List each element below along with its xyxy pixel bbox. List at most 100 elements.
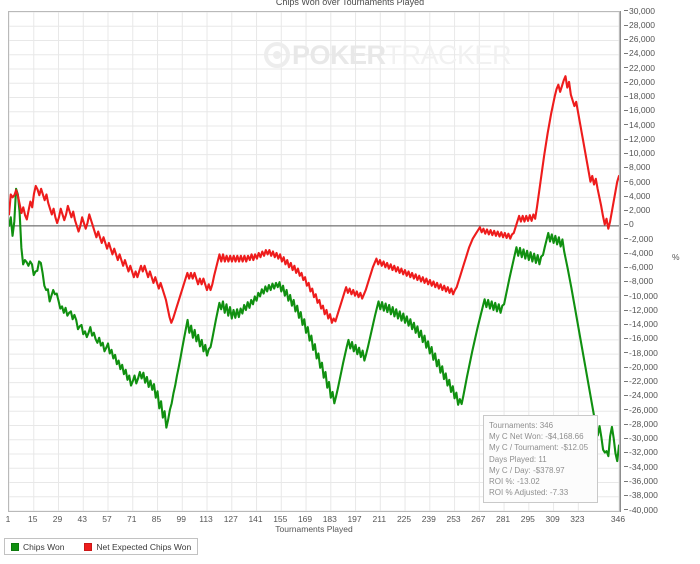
y-tick-label: 10,000 <box>629 148 655 159</box>
y-axis-tick: -4,000 <box>624 248 668 259</box>
y-tick-label: -40,000 <box>629 504 658 515</box>
y-tick-label: 0 <box>629 219 634 230</box>
y-tick-mark <box>624 124 628 126</box>
y-tick-label: 22,000 <box>629 62 655 73</box>
stat-line: ROI % Adjusted: -7.33 <box>489 488 569 498</box>
y-axis-tick: 14,000 <box>624 120 668 131</box>
y-tick-label: -20,000 <box>629 361 658 372</box>
y-tick-mark <box>624 423 628 425</box>
x-axis-tick-label: 183 <box>322 514 337 524</box>
y-axis-tick: -28,000 <box>624 419 668 430</box>
y-axis-tick: 0 <box>624 219 668 230</box>
x-axis-tick-label: 29 <box>52 514 63 524</box>
y-tick-label: -4,000 <box>629 247 654 258</box>
y-tick-mark <box>624 494 628 496</box>
y-tick-label: -26,000 <box>629 404 658 415</box>
y-tick-label: -22,000 <box>629 376 658 387</box>
y-axis-tick: 2,000 <box>624 205 668 216</box>
x-axis-tick-label: 155 <box>273 514 288 524</box>
x-axis-tick-label: 197 <box>347 514 362 524</box>
y-tick-label: -14,000 <box>629 319 658 330</box>
legend-swatch-icon <box>84 542 93 551</box>
y-tick-label: -8,000 <box>629 276 654 287</box>
y-axis-tick: 16,000 <box>624 105 668 116</box>
y-axis-tick: -12,000 <box>624 305 668 316</box>
y-tick-mark <box>624 81 628 83</box>
y-tick-mark <box>624 480 628 482</box>
x-axis-tick-label: 253 <box>446 514 461 524</box>
x-axis-tick-labels: 1 15 29 43 57 71 85 99 113 127 141 155 169 183 197 211 2… <box>0 513 700 525</box>
y-tick-mark <box>624 409 628 411</box>
y-axis-tick: -14,000 <box>624 319 668 330</box>
data-series-group <box>9 75 619 463</box>
y-tick-mark <box>624 195 628 197</box>
y-tick-label: 20,000 <box>629 76 655 87</box>
y-tick-label: -16,000 <box>629 333 658 344</box>
y-axis-tick: 24,000 <box>624 48 668 59</box>
y-tick-mark <box>624 466 628 468</box>
x-axis-tick-label: 113 <box>199 514 213 524</box>
y-axis-tick: -36,000 <box>624 476 668 487</box>
x-axis-tick-label: 309 <box>545 514 560 524</box>
y-tick-mark <box>624 452 628 454</box>
y-tick-label: 12,000 <box>629 133 655 144</box>
y-axis-title: % <box>672 252 680 262</box>
y-tick-label: -10,000 <box>629 290 658 301</box>
y-tick-label: 6,000 <box>629 176 651 187</box>
y-tick-label: -2,000 <box>629 233 654 244</box>
x-axis-tick-label: 239 <box>421 514 436 524</box>
y-tick-label: -6,000 <box>629 262 654 273</box>
y-tick-mark <box>624 380 628 382</box>
y-tick-label: -24,000 <box>629 390 658 401</box>
y-tick-label: 30,000 <box>629 5 655 16</box>
y-tick-label: -38,000 <box>629 490 658 501</box>
y-tick-mark <box>624 338 628 340</box>
x-axis-tick-label: 127 <box>223 514 238 524</box>
x-axis-tick-label: 99 <box>176 514 186 524</box>
y-axis-tick: 22,000 <box>624 63 668 74</box>
x-axis-tick-label: 295 <box>520 514 535 524</box>
y-tick-label: -36,000 <box>629 475 658 486</box>
y-axis-tick-labels: 30,000 28,000 26,000 24,000 22,000 20,000 18,0… <box>624 6 668 515</box>
legend-swatch-icon <box>11 542 19 551</box>
y-tick-label: -30,000 <box>629 433 658 444</box>
y-tick-mark <box>624 53 628 55</box>
y-tick-mark <box>624 95 628 97</box>
y-tick-mark <box>624 252 628 254</box>
y-axis-tick: -2,000 <box>624 234 668 245</box>
x-axis-tick-label: 267 <box>471 514 486 524</box>
y-axis-tick: 4,000 <box>624 191 668 202</box>
x-axis-tick-label: 57 <box>102 514 112 524</box>
x-axis-title: Tournaments Played <box>275 524 353 534</box>
y-tick-mark <box>624 238 628 240</box>
y-tick-label: 18,000 <box>629 91 655 102</box>
x-axis-tick-label: 1 <box>5 514 11 524</box>
x-axis-tick-label: 323 <box>570 514 585 524</box>
y-tick-label: -12,000 <box>629 304 658 315</box>
y-tick-label: 16,000 <box>629 105 655 116</box>
plot-svg <box>9 12 619 511</box>
y-axis-tick: -24,000 <box>624 390 668 401</box>
stat-line: My C / Day: -$378.97 <box>489 465 565 475</box>
y-axis-tick: -22,000 <box>624 376 668 387</box>
legend-item-2[interactable]: Net Expected Chips Won <box>84 542 191 552</box>
y-tick-mark <box>624 437 628 439</box>
stat-line: Tournaments: 346 <box>489 421 554 430</box>
chart-title: Chips Won over Tournaments Played <box>275 0 425 7</box>
y-tick-mark <box>624 24 628 26</box>
y-tick-mark <box>624 10 628 12</box>
y-axis-tick: -20,000 <box>624 362 668 373</box>
y-tick-label: 14,000 <box>629 119 655 130</box>
y-tick-mark <box>624 281 628 283</box>
legend-label: Chips Won <box>23 541 65 552</box>
y-tick-mark <box>624 138 628 140</box>
legend-item-1[interactable]: Chips Won <box>11 542 64 552</box>
y-tick-label: 8,000 <box>629 162 651 173</box>
y-tick-label: 4,000 <box>629 190 651 201</box>
y-tick-mark <box>624 323 628 325</box>
y-tick-label: 28,000 <box>629 19 655 30</box>
y-tick-mark <box>624 352 628 354</box>
y-axis-tick: -34,000 <box>624 462 668 473</box>
y-axis-tick: 26,000 <box>624 34 668 45</box>
